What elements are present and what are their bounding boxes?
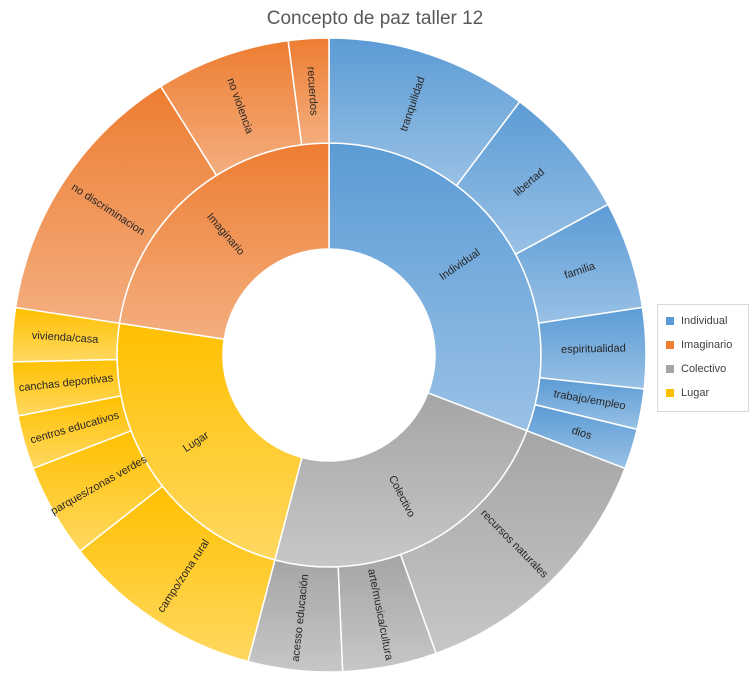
legend-swatch-imaginario: [666, 341, 674, 349]
outer-segment-recuerdos: [287, 37, 330, 146]
legend-item-lugar: Lugar: [666, 381, 748, 405]
outer-label-dios: dios: [570, 425, 593, 443]
legend-item-individual: Individual: [666, 309, 748, 333]
legend-swatch-colectivo: [666, 365, 674, 373]
outer-label-recuerdos: recuerdos: [304, 66, 319, 116]
legend-item-imaginario: Imaginario: [666, 333, 748, 357]
outer-ring: [11, 37, 647, 673]
legend-label-individual: Individual: [681, 315, 728, 327]
chart-title: Concepto de paz taller 12: [266, 8, 484, 29]
inner-ring: [116, 142, 542, 568]
legend-swatch-lugar: [666, 389, 674, 397]
legend-swatch-individual: [666, 317, 674, 325]
outer-label-espiritualidad: espiritualidad: [561, 343, 626, 356]
outer-label-vivienda-casa: vivienda/casa: [31, 330, 99, 346]
legend-label-imaginario: Imaginario: [681, 339, 733, 351]
legend-label-lugar: Lugar: [681, 387, 710, 399]
legend-label-colectivo: Colectivo: [681, 363, 727, 375]
legend: Individual Imaginario Colectivo Lugar: [657, 304, 749, 412]
legend-item-colectivo: Colectivo: [666, 357, 748, 381]
